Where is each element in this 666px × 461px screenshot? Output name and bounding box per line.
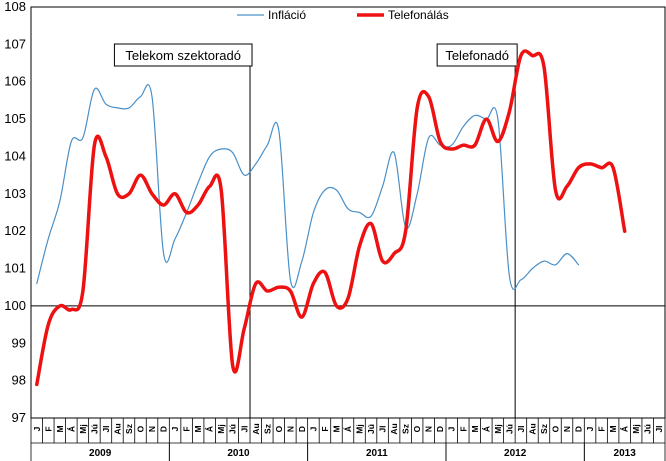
y-tick-label: 103 <box>4 186 26 201</box>
x-tick-label: J <box>585 426 595 431</box>
x-tick-label: N <box>562 426 572 432</box>
x-tick-label: Au <box>389 423 399 434</box>
legend-label: Telefonálás <box>388 8 449 22</box>
x-tick-label: Jl <box>378 425 388 432</box>
y-tick-label: 100 <box>4 298 26 313</box>
x-tick-label: Jl <box>654 425 664 432</box>
y-tick-label: 105 <box>4 111 26 126</box>
x-tick-label: F <box>43 426 53 431</box>
x-tick-label: M <box>331 425 341 432</box>
x-tick-label: Sz <box>539 424 549 434</box>
x-tick-label: Jú <box>366 424 376 434</box>
x-tick-label: Jú <box>643 424 653 434</box>
y-axis-ticks: 97 98 99 100 101 102 103 104 105 106 107 108 <box>4 0 26 425</box>
y-tick-label: 101 <box>4 261 26 276</box>
x-tick-label: Au <box>527 423 537 434</box>
y-tick-label: 98 <box>12 373 26 388</box>
year-label: 2009 <box>89 448 112 459</box>
plot-area-border <box>30 6 666 419</box>
x-tick-label: Jú <box>89 424 99 434</box>
x-tick-label: N <box>285 426 295 432</box>
x-tick-label: J <box>308 426 318 431</box>
x-tick-label: N <box>147 426 157 432</box>
x-tick-label: O <box>274 425 284 432</box>
x-tick-label: J <box>170 426 180 431</box>
x-tick-label: F <box>182 426 192 431</box>
annotation-box <box>436 43 518 67</box>
x-tick-label: M <box>193 425 203 432</box>
annotation-box <box>113 43 253 67</box>
x-tick-label: D <box>574 426 584 432</box>
x-tick-label: J <box>32 426 42 431</box>
legend-label: Infláció <box>268 8 306 22</box>
y-tick-label: 102 <box>4 223 26 238</box>
x-tick-label: Á <box>66 426 76 432</box>
year-label: 2013 <box>614 448 637 459</box>
annotation-label: Telefonadó <box>445 48 509 63</box>
x-tick-label: O <box>136 425 146 432</box>
x-tick-label: Au <box>251 423 261 434</box>
x-tick-label: M <box>608 425 618 432</box>
year-label: 2012 <box>504 448 527 459</box>
x-tick-label: Jl <box>239 425 249 432</box>
x-tick-label: Mj <box>493 424 503 433</box>
x-tick-label: Mj <box>78 424 88 433</box>
x-tick-label: Au <box>112 423 122 434</box>
y-tick-label: 106 <box>4 74 26 89</box>
y-tick-label: 104 <box>4 148 26 163</box>
series-lines <box>35 49 627 387</box>
x-tick-label: Sz <box>124 424 134 434</box>
annotations: Telekom szektoradó Telefonadó <box>113 43 518 418</box>
y-tick-label: 108 <box>4 0 26 14</box>
x-tick-label: Mj <box>355 424 365 433</box>
x-tick-label: Á <box>481 426 491 432</box>
year-label: 2010 <box>227 448 250 459</box>
y-tick-label: 99 <box>12 335 26 350</box>
legend: Infláció Telefonálás <box>237 8 449 22</box>
x-tick-label: O <box>412 425 422 432</box>
x-tick-label: Mj <box>216 424 226 433</box>
x-tick-label: Á <box>205 426 215 432</box>
chart-frame <box>30 6 666 419</box>
x-tick-label: D <box>159 426 169 432</box>
x-tick-label: D <box>297 426 307 432</box>
x-tick-label: M <box>470 425 480 432</box>
year-label: 2011 <box>366 448 388 459</box>
annotation-label: Telekom szektoradó <box>125 48 241 63</box>
x-tick-label: Sz <box>401 424 411 434</box>
x-tick-label: Á <box>620 426 630 432</box>
x-tick-label: Jl <box>101 425 111 432</box>
x-tick-label: N <box>424 426 434 432</box>
series-line-inflacio <box>36 84 580 290</box>
x-tick-label: F <box>597 426 607 431</box>
x-tick-label: Mj <box>631 424 641 433</box>
x-tick-label: Jú <box>228 424 238 434</box>
x-tick-label: O <box>550 425 560 432</box>
x-axis-ticks: J F M Á Mj Jú Jl Au Sz O N D J F M Á Mj Jú Jl Au Sz O N D J F M Á Mj… <box>30 418 666 461</box>
x-tick-label: Á <box>343 426 353 432</box>
series-line-telefonalas <box>35 49 627 387</box>
x-tick-label: Sz <box>262 424 272 434</box>
x-tick-label: F <box>320 426 330 431</box>
y-tick-label: 97 <box>12 410 26 425</box>
x-tick-label: J <box>447 426 457 431</box>
x-tick-label: D <box>435 426 445 432</box>
x-tick-label: Jl <box>516 425 526 432</box>
y-tick-label: 107 <box>4 36 26 51</box>
x-tick-label: M <box>55 425 65 432</box>
x-tick-label: F <box>458 426 468 431</box>
x-tick-label: Jú <box>504 424 514 434</box>
